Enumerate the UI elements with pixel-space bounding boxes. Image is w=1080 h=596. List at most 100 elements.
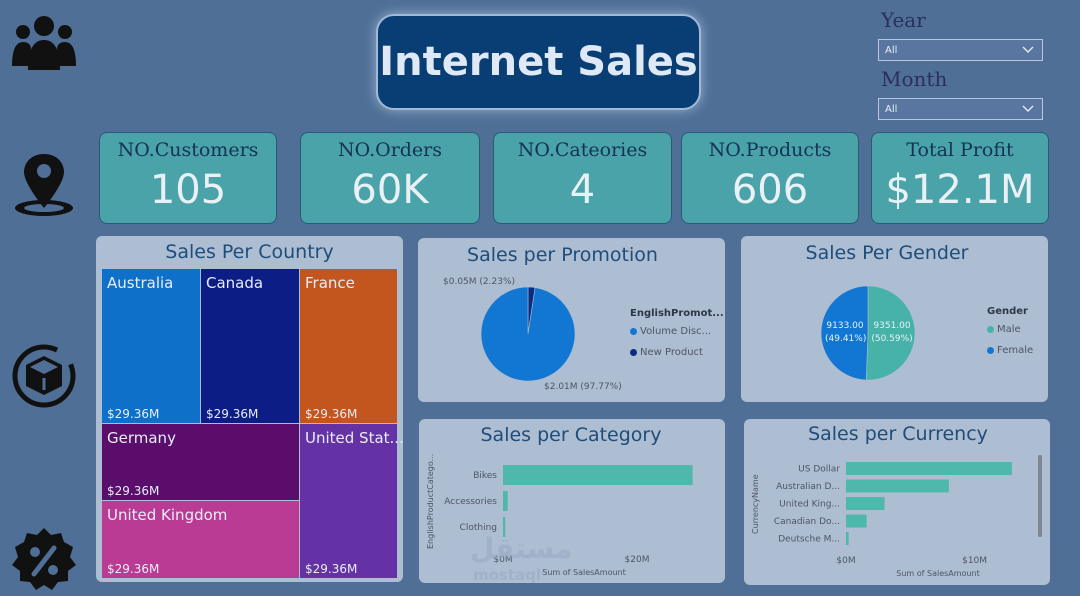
month-slicer[interactable]: All bbox=[878, 98, 1043, 120]
tile-name: Canada bbox=[206, 274, 264, 292]
kpi-value: 60K bbox=[351, 167, 429, 213]
kpi-value: 4 bbox=[569, 167, 596, 213]
tile-name: France bbox=[305, 274, 355, 292]
treemap-tile-australia[interactable]: Australia $29.36M bbox=[102, 269, 200, 423]
y-axis-title: CurrencyName bbox=[751, 474, 760, 534]
tile-value: $29.36M bbox=[107, 407, 160, 421]
panel-title: Sales Per Gender bbox=[805, 242, 969, 264]
x-tick-label: $0M bbox=[836, 556, 855, 566]
chevron-down-icon bbox=[1022, 46, 1034, 53]
legend-dot bbox=[987, 326, 994, 333]
legend-item[interactable]: Male bbox=[987, 324, 1021, 335]
watermark-arabic: مستقل bbox=[470, 532, 573, 565]
gender-pie-chart bbox=[820, 285, 916, 381]
sales-per-gender-panel: Sales Per Gender 9133.00 (49.41%) 9351.0… bbox=[741, 236, 1048, 402]
x-tick-label: $10M bbox=[962, 556, 987, 566]
bar bbox=[846, 497, 885, 510]
bar bbox=[846, 462, 1012, 475]
legend-item[interactable]: New Product bbox=[630, 347, 703, 358]
category-tick-label: Canadian Do... bbox=[774, 517, 840, 527]
treemap-tile-canada[interactable]: Canada $29.36M bbox=[201, 269, 299, 423]
data-label: $2.01M (97.77%) bbox=[544, 382, 622, 392]
currency-bar-chart: US Dollar Australian D... United King... Ca… bbox=[774, 462, 1012, 578]
x-axis-title: Sum of SalesAmount bbox=[896, 569, 979, 578]
pie-slice-volume-discount bbox=[480, 286, 576, 382]
kpi-label: NO.Cateories bbox=[517, 139, 648, 161]
bar bbox=[503, 465, 693, 485]
treemap-tile-united-states[interactable]: United Stat... $29.36M bbox=[300, 424, 404, 578]
category-tick-label: Bikes bbox=[473, 471, 497, 481]
kpi-categories: NO.Cateories 4 bbox=[493, 132, 672, 224]
tile-name: United Stat... bbox=[305, 429, 404, 447]
data-label: 9351.00 bbox=[873, 321, 911, 331]
month-slicer-value: All bbox=[885, 103, 898, 115]
sales-per-promotion-panel: Sales per Promotion $0.05M (2.23%) $2.01… bbox=[418, 238, 725, 402]
legend-label: Female bbox=[997, 345, 1034, 356]
chevron-down-icon bbox=[1022, 105, 1034, 112]
data-label: $0.05M (2.23%) bbox=[443, 277, 516, 287]
tile-value: $29.36M bbox=[107, 484, 160, 498]
product-box-icon[interactable] bbox=[10, 342, 78, 410]
panel-title: Sales per Category bbox=[480, 424, 662, 446]
discount-badge-icon[interactable] bbox=[10, 526, 78, 594]
panel-title: Sales per Currency bbox=[808, 423, 988, 445]
bar bbox=[846, 532, 849, 545]
users-icon[interactable] bbox=[10, 10, 78, 78]
legend-title: Gender bbox=[987, 306, 1028, 317]
month-slicer-label: Month bbox=[881, 67, 948, 91]
category-tick-label: Accessories bbox=[444, 497, 497, 507]
legend-dot bbox=[987, 347, 994, 354]
legend-item[interactable]: Female bbox=[987, 345, 1033, 356]
pie-slice-female bbox=[820, 285, 869, 381]
year-slicer[interactable]: All bbox=[878, 39, 1043, 61]
tile-name: United Kingdom bbox=[107, 506, 228, 524]
category-tick-label: Deutsche M... bbox=[778, 535, 840, 545]
bar bbox=[503, 491, 508, 511]
category-tick-label: United King... bbox=[779, 500, 840, 510]
legend-dot bbox=[630, 328, 637, 335]
kpi-orders: NO.Orders 60K bbox=[300, 132, 480, 224]
dashboard-title: Internet Sales bbox=[379, 39, 698, 85]
legend-label: New Product bbox=[640, 347, 703, 358]
treemap-tile-france[interactable]: France $29.36M bbox=[300, 269, 397, 423]
kpi-label: Total Profit bbox=[906, 139, 1014, 161]
tile-value: $29.36M bbox=[305, 562, 358, 576]
data-label: 9133.00 bbox=[826, 321, 864, 331]
panel-title: Sales per Promotion bbox=[467, 244, 658, 266]
x-tick-label: $0M bbox=[493, 555, 512, 565]
tile-value: $29.36M bbox=[107, 562, 160, 576]
map-pin-icon[interactable] bbox=[10, 150, 78, 218]
sales-per-category-panel: Sales per Category EnglishProductCatego.… bbox=[419, 419, 725, 583]
bar bbox=[503, 517, 506, 537]
kpi-label: NO.Customers bbox=[117, 139, 259, 161]
legend-title: EnglishPromot... bbox=[630, 308, 724, 319]
treemap-tile-united-kingdom[interactable]: United Kingdom $29.36M bbox=[102, 501, 299, 578]
tile-value: $29.36M bbox=[305, 407, 358, 421]
watermark-latin: mostaql bbox=[473, 566, 542, 584]
kpi-total-profit: Total Profit $12.1M bbox=[871, 132, 1049, 224]
legend-item[interactable]: Volume Disc... bbox=[630, 326, 711, 337]
scrollbar[interactable] bbox=[1038, 455, 1042, 537]
legend-label: Volume Disc... bbox=[640, 326, 712, 337]
category-tick-label: US Dollar bbox=[798, 465, 840, 475]
data-label: (50.59%) bbox=[871, 334, 913, 344]
tile-name: Germany bbox=[107, 429, 176, 447]
kpi-label: NO.Products bbox=[708, 139, 832, 161]
panel-title: Sales Per Country bbox=[165, 241, 334, 263]
kpi-customers: NO.Customers 105 bbox=[99, 132, 277, 224]
data-label: (49.41%) bbox=[825, 334, 867, 344]
bar bbox=[846, 479, 949, 493]
tile-name: Australia bbox=[107, 274, 174, 292]
pie-slice-male bbox=[865, 285, 916, 381]
kpi-value: 606 bbox=[731, 167, 809, 213]
sales-per-country-panel: Sales Per Country Australia $29.36M Cana… bbox=[96, 236, 404, 582]
y-axis-title: EnglishProductCatego... bbox=[426, 453, 435, 549]
kpi-label: NO.Orders bbox=[337, 139, 443, 161]
category-tick-label: Australian D... bbox=[776, 482, 840, 492]
legend-label: Male bbox=[997, 324, 1021, 335]
bar bbox=[846, 514, 867, 528]
kpi-value: 105 bbox=[149, 167, 227, 213]
x-axis-title: Sum of SalesAmount bbox=[542, 568, 625, 577]
treemap-tile-germany[interactable]: Germany $29.36M bbox=[102, 424, 299, 500]
